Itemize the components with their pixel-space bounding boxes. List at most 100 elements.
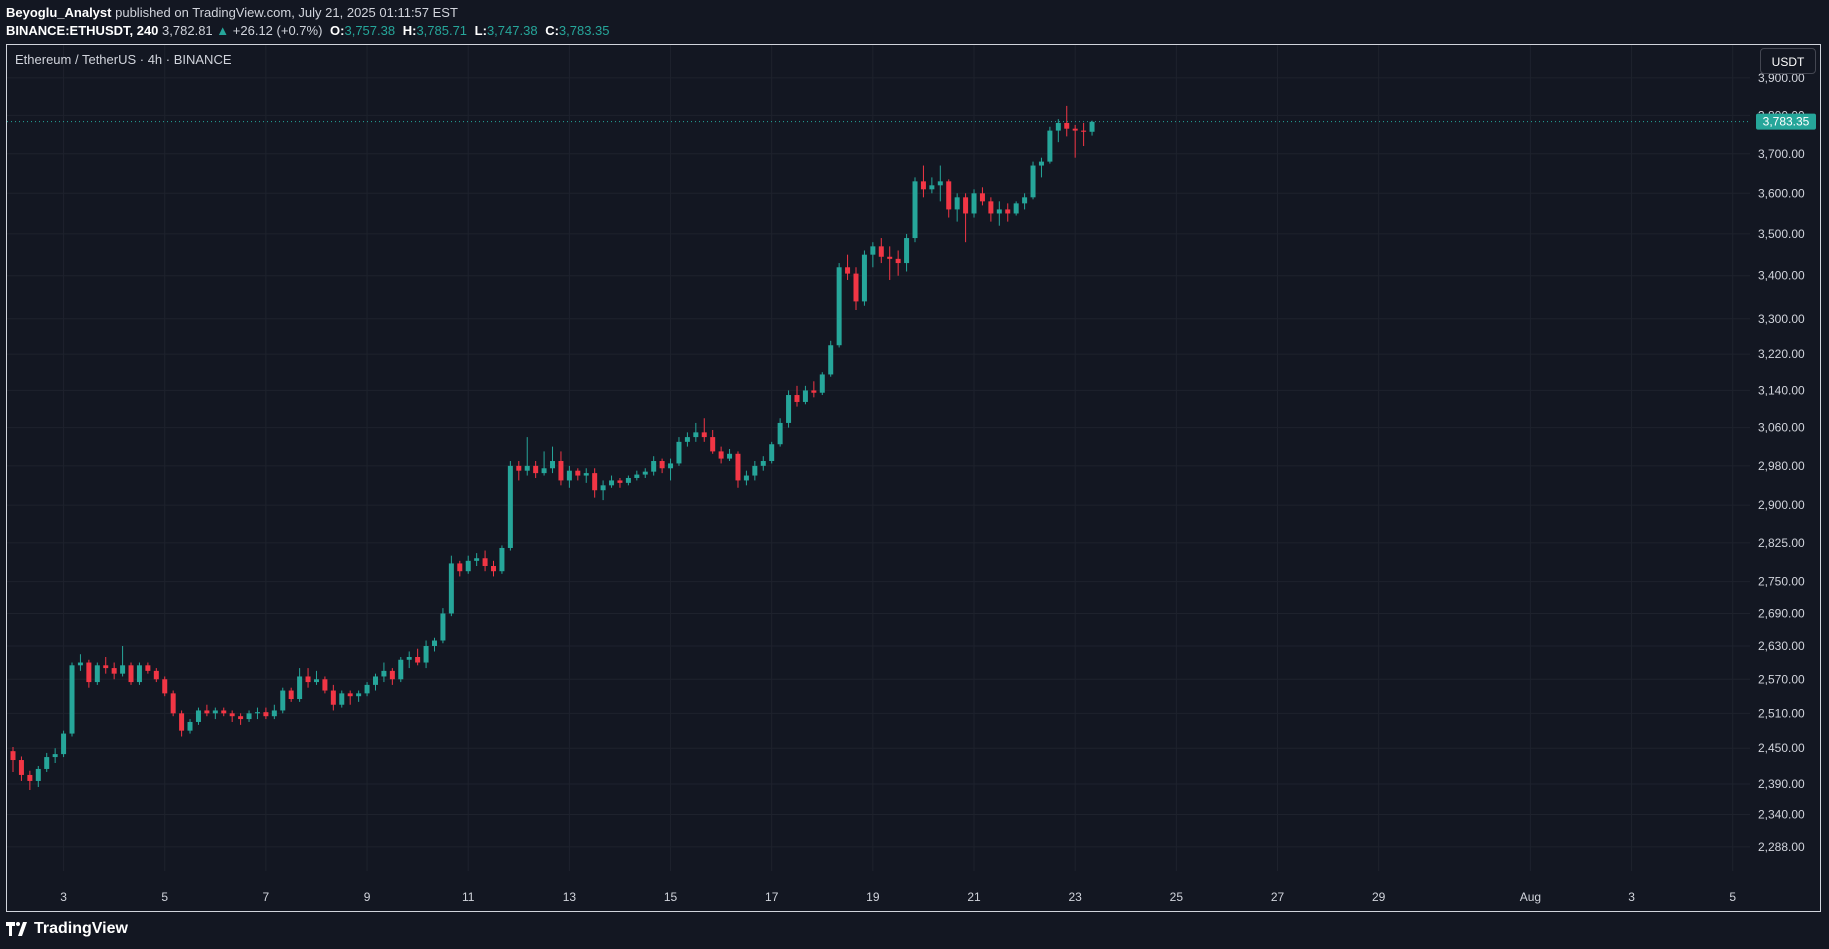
- candle-down: [811, 381, 817, 398]
- candle-body: [861, 254, 867, 302]
- candle-down: [162, 676, 168, 697]
- candle-down: [103, 656, 109, 674]
- candle-up: [786, 390, 792, 428]
- price-tick-label: 2,750.00: [1758, 575, 1805, 589]
- candle-body: [946, 181, 952, 210]
- candle-down: [659, 458, 665, 474]
- tradingview-logo[interactable]: TradingView: [6, 920, 128, 938]
- candle-up: [52, 748, 58, 764]
- published-text: published on TradingView.com, July 21, 2…: [115, 5, 458, 20]
- candle-down: [170, 690, 176, 717]
- candle-down: [145, 662, 151, 674]
- candle-body: [625, 477, 631, 483]
- candle-up: [760, 456, 766, 471]
- candle-body: [659, 461, 665, 469]
- candle-body: [356, 693, 362, 697]
- candle-body: [406, 656, 412, 660]
- candle-body: [187, 721, 193, 731]
- candle-body: [566, 470, 572, 481]
- date-tick-label: 9: [364, 890, 371, 904]
- price-tick-label: 3,060.00: [1758, 421, 1805, 435]
- candle-body: [878, 246, 884, 257]
- candle-down: [558, 451, 564, 486]
- candle-up: [187, 719, 193, 734]
- price-tick-label: 3,400.00: [1758, 269, 1805, 283]
- date-tick-label: 19: [866, 890, 880, 904]
- candle-down: [979, 187, 985, 206]
- candle-body: [668, 463, 674, 469]
- candle-body: [811, 390, 817, 393]
- candle-up: [254, 707, 260, 720]
- publish-line: Beyoglu_Analyst published on TradingView…: [6, 4, 1823, 22]
- candle-up: [1030, 161, 1036, 200]
- candle-body: [372, 676, 378, 685]
- candle-up: [870, 242, 876, 268]
- price-tick-label: 3,300.00: [1758, 312, 1805, 326]
- candle-body: [752, 465, 758, 476]
- candle-up: [69, 662, 75, 737]
- candle-body: [853, 273, 859, 302]
- candle-down: [86, 659, 92, 688]
- candle-up: [583, 468, 589, 483]
- candle-body: [288, 690, 294, 700]
- candle-body: [136, 665, 142, 683]
- currency-button[interactable]: USDT: [1760, 48, 1816, 74]
- author-name[interactable]: Beyoglu_Analyst: [6, 5, 112, 20]
- candle-body: [179, 713, 185, 731]
- candle-body: [162, 679, 168, 694]
- candles: [10, 105, 1095, 791]
- last-price-marker: 3,783.35: [7, 113, 1816, 130]
- date-tick-label: 13: [563, 890, 577, 904]
- price-axis[interactable]: 3,900.003,800.003,700.003,600.003,500.00…: [1758, 71, 1805, 854]
- date-tick-label: 15: [664, 890, 678, 904]
- candle-up: [120, 645, 126, 677]
- candle-body: [339, 693, 345, 705]
- candle-body: [52, 754, 58, 758]
- price-tick-label: 2,288.00: [1758, 840, 1805, 854]
- candle-body: [777, 422, 783, 445]
- candle-body: [195, 710, 201, 722]
- candle-up: [313, 670, 319, 685]
- candle-down: [845, 254, 851, 280]
- candle-down: [887, 246, 893, 280]
- candle-up: [381, 662, 387, 683]
- candle-up: [1047, 126, 1053, 164]
- candle-down: [305, 668, 311, 688]
- candle-down: [229, 710, 235, 722]
- candle-body: [550, 461, 556, 469]
- candle-body: [802, 390, 808, 402]
- date-tick-label: 3: [1628, 890, 1635, 904]
- candle-up: [954, 193, 960, 222]
- candle-down: [1005, 203, 1011, 222]
- time-axis[interactable]: 3 5 7 9 11 13 15 17 19 21 23 25 27 29 Aug 3 5: [60, 890, 1736, 904]
- candle-up: [642, 468, 648, 478]
- candle-body: [558, 461, 564, 481]
- candle-up: [507, 461, 513, 551]
- date-tick-label: 21: [967, 890, 981, 904]
- candle-up: [35, 765, 41, 787]
- open-value: 3,757.38: [344, 23, 396, 38]
- candle-body: [482, 558, 488, 567]
- candle-body: [18, 760, 24, 775]
- candle-up: [524, 437, 530, 476]
- high-label: H:: [402, 23, 417, 38]
- candle-body: [743, 475, 749, 481]
- candle-up: [448, 555, 454, 617]
- date-tick-label: 11: [462, 890, 475, 904]
- candle-body: [651, 461, 657, 472]
- candle-down: [288, 687, 294, 702]
- candle-down: [533, 461, 539, 478]
- candle-up: [693, 422, 699, 442]
- candle-body: [1022, 197, 1028, 204]
- candle-down: [575, 468, 581, 481]
- candle-body: [1038, 161, 1044, 166]
- candle-body: [836, 267, 842, 346]
- candle-body: [710, 437, 716, 452]
- grid-lines: [7, 45, 1750, 871]
- candle-body: [937, 181, 943, 186]
- candle-up: [727, 449, 733, 462]
- price-tick-label: 3,700.00: [1758, 147, 1805, 161]
- candle-body: [313, 679, 319, 683]
- candle-up: [246, 710, 252, 722]
